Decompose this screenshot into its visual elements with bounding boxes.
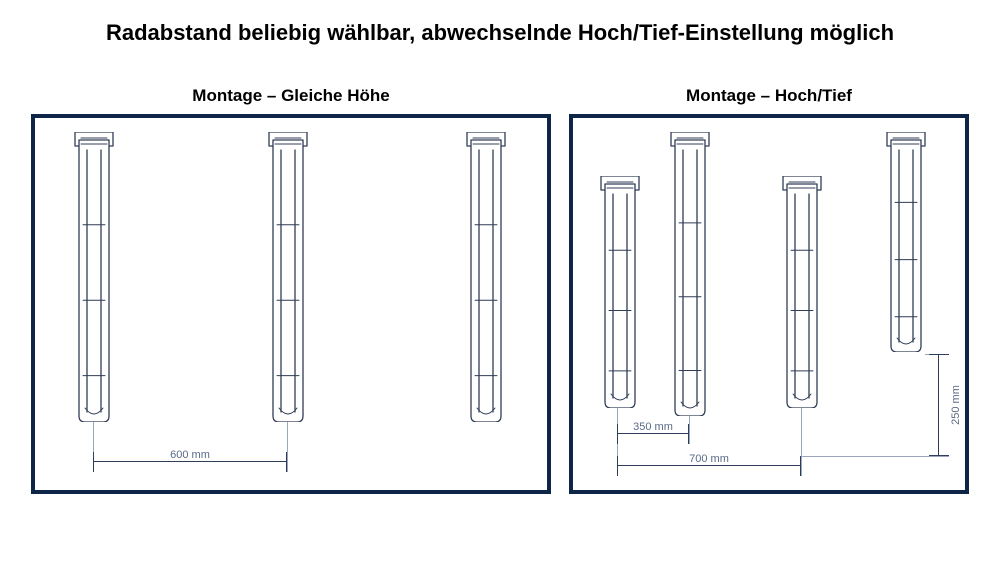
dimension-label: 600 mm	[166, 449, 214, 461]
dimension-label: 700 mm	[685, 453, 733, 465]
dimension-label: 250 mm	[950, 381, 962, 429]
panels-row: Montage – Gleiche Höhe	[30, 86, 970, 494]
dimension-label: 350 mm	[629, 421, 677, 433]
dimension: 350 mm	[617, 424, 689, 444]
left-panel-title: Montage – Gleiche Höhe	[192, 86, 389, 106]
dimension: 700 mm	[617, 456, 801, 476]
bracket	[885, 132, 927, 352]
bracket	[465, 132, 507, 422]
left-panel: 600 mm	[31, 114, 551, 494]
dimension-extension	[801, 456, 949, 457]
page-title: Radabstand beliebig wählbar, abwechselnd…	[30, 20, 970, 46]
right-panel-title: Montage – Hoch/Tief	[686, 86, 852, 106]
bracket	[267, 132, 309, 422]
left-panel-wrap: Montage – Gleiche Höhe	[31, 86, 551, 494]
bracket	[599, 176, 641, 408]
dimension-extension	[689, 416, 690, 444]
dimension: 600 mm	[93, 452, 287, 472]
bracket	[781, 176, 823, 408]
dimension-extension	[801, 408, 802, 476]
bracket	[73, 132, 115, 422]
dimension-extension	[287, 422, 288, 472]
right-panel-wrap: Montage – Hoch/Tief	[569, 86, 969, 494]
dimension: 250 mm	[929, 354, 949, 456]
right-panel: 350 mm 700 mm 250 mm	[569, 114, 969, 494]
bracket	[669, 132, 711, 416]
